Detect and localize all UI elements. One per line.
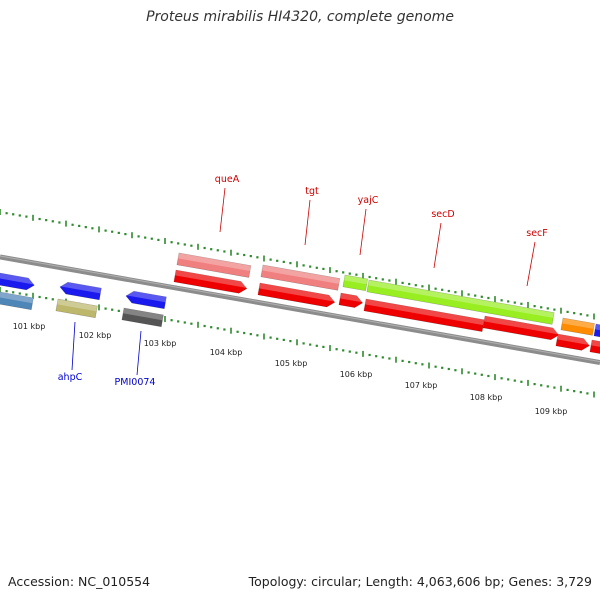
feature-red-2[interactable]	[589, 339, 600, 355]
scale-label: 107 kbp	[405, 381, 438, 390]
map-title: Proteus mirabilis HI4320, complete genom…	[146, 9, 454, 25]
gene-leader-queA	[219, 187, 226, 233]
feature-steelblue-1-shine	[0, 291, 34, 304]
gene-label-secD[interactable]: secD	[431, 209, 454, 220]
feature-blue-1-shape[interactable]	[0, 271, 35, 291]
gene-leader-tgt	[304, 199, 311, 246]
feature-blue-2-shape[interactable]	[593, 323, 600, 339]
gene-leader-ahpC	[71, 321, 76, 371]
feature-gray-1[interactable]	[121, 307, 164, 328]
feature-tgt-cds-shape[interactable]	[260, 264, 341, 291]
feature-blue-2[interactable]	[593, 323, 600, 339]
feature-orange-1-shine	[562, 318, 595, 329]
feature-red-1[interactable]	[555, 333, 591, 352]
feature-olive-1-shape[interactable]	[55, 298, 98, 319]
feature-red-1-shine	[557, 334, 590, 346]
gene-label-tgt[interactable]: tgt	[305, 186, 319, 197]
scale-label: 109 kbp	[535, 407, 568, 416]
feature-queA-cds-shine	[178, 253, 251, 271]
feature-PMI0074-shine	[126, 291, 167, 303]
feature-secD-cds-shine	[368, 280, 555, 318]
feature-yajC-gene[interactable]	[338, 292, 364, 309]
feature-orange-1[interactable]	[560, 317, 595, 336]
gene-label-PMI0074[interactable]: PMI0074	[115, 377, 156, 388]
feature-queA-gene[interactable]	[173, 269, 248, 294]
feature-steelblue-1-shape[interactable]	[0, 290, 34, 311]
feature-tgt-gene-shape[interactable]	[257, 282, 336, 308]
feature-yajC-cds-shape[interactable]	[342, 274, 368, 292]
gene-leader-yajC	[359, 208, 367, 256]
top-tick-row	[0, 209, 595, 320]
feature-secD-gene-shine	[365, 299, 485, 326]
feature-blue-1[interactable]	[0, 271, 35, 291]
feature-yajC-cds[interactable]	[342, 274, 368, 292]
gene-label-yajC[interactable]: yajC	[358, 195, 379, 206]
feature-steelblue-1[interactable]	[0, 290, 34, 311]
backbone-line	[0, 254, 600, 366]
feature-secF-gene[interactable]	[482, 315, 560, 341]
feature-yajC-gene-shine	[340, 293, 363, 303]
gene-label-ahpC[interactable]: ahpC	[58, 372, 83, 383]
feature-olive-1[interactable]	[55, 298, 98, 319]
feature-ahpC[interactable]	[59, 281, 102, 301]
feature-track	[0, 252, 600, 355]
feature-gray-1-shine	[123, 308, 164, 321]
accession-text: Accession: NC_010554	[8, 574, 151, 589]
genome-summary-text: Topology: circular; Length: 4,063,606 bp…	[248, 574, 592, 589]
feature-queA-gene-shape[interactable]	[173, 269, 248, 294]
feature-secD-cds[interactable]	[366, 279, 555, 325]
gene-label-queA[interactable]: queA	[215, 174, 240, 185]
feature-yajC-gene-shape[interactable]	[338, 292, 364, 309]
gene-leader-secD	[433, 222, 442, 269]
feature-queA-cds-shape[interactable]	[176, 252, 252, 278]
feature-yajC-cds-shine	[344, 275, 368, 285]
gene-leader-secF	[526, 241, 536, 287]
feature-tgt-cds[interactable]	[260, 264, 341, 291]
feature-queA-cds[interactable]	[176, 252, 252, 278]
feature-secF-gene-shine	[484, 316, 559, 335]
backbone-highlight	[0, 255, 600, 363]
feature-PMI0074[interactable]	[125, 290, 167, 310]
backbone	[0, 254, 600, 366]
gene-label-secF[interactable]: secF	[526, 228, 547, 239]
feature-ahpC-shine	[60, 282, 102, 294]
feature-PMI0074-shape[interactable]	[125, 290, 167, 310]
feature-red-2-shape[interactable]	[589, 339, 600, 355]
scale-label: 102 kbp	[79, 331, 112, 340]
feature-tgt-gene[interactable]	[257, 282, 336, 308]
feature-ahpC-shape[interactable]	[59, 281, 102, 301]
scale-label: 103 kbp	[144, 339, 177, 348]
feature-queA-gene-shine	[175, 270, 247, 288]
feature-gray-1-shape[interactable]	[121, 307, 164, 328]
scale-label: 104 kbp	[210, 348, 243, 357]
feature-secD-cds-shape[interactable]	[366, 279, 555, 325]
feature-blue-2-shine	[595, 324, 600, 332]
feature-red-2-shine	[591, 340, 600, 348]
bottom-tick-row	[0, 287, 595, 398]
gene-leader-PMI0074	[136, 330, 142, 376]
scale-label: 108 kbp	[470, 393, 503, 402]
scale-labels: 101 kbp 102 kbp 103 kbp 104 kbp 105 kbp 106 k…	[13, 322, 568, 416]
feature-red-1-shape[interactable]	[555, 333, 591, 352]
feature-secD-gene[interactable]	[363, 298, 485, 332]
feature-secF-gene-shape[interactable]	[482, 315, 560, 341]
scale-label: 106 kbp	[340, 370, 373, 379]
feature-orange-1-shape[interactable]	[560, 317, 595, 336]
feature-blue-1-shine	[0, 272, 35, 285]
feature-olive-1-shine	[57, 299, 98, 312]
scale-label: 105 kbp	[275, 359, 308, 368]
feature-secD-gene-shape[interactable]	[363, 298, 485, 332]
gene-labels: queA tgt yajC secD secF ahpC PMI0074	[58, 174, 548, 388]
feature-tgt-gene-shine	[259, 283, 335, 302]
scale-label: 101 kbp	[13, 322, 46, 331]
feature-tgt-cds-shine	[262, 265, 340, 284]
